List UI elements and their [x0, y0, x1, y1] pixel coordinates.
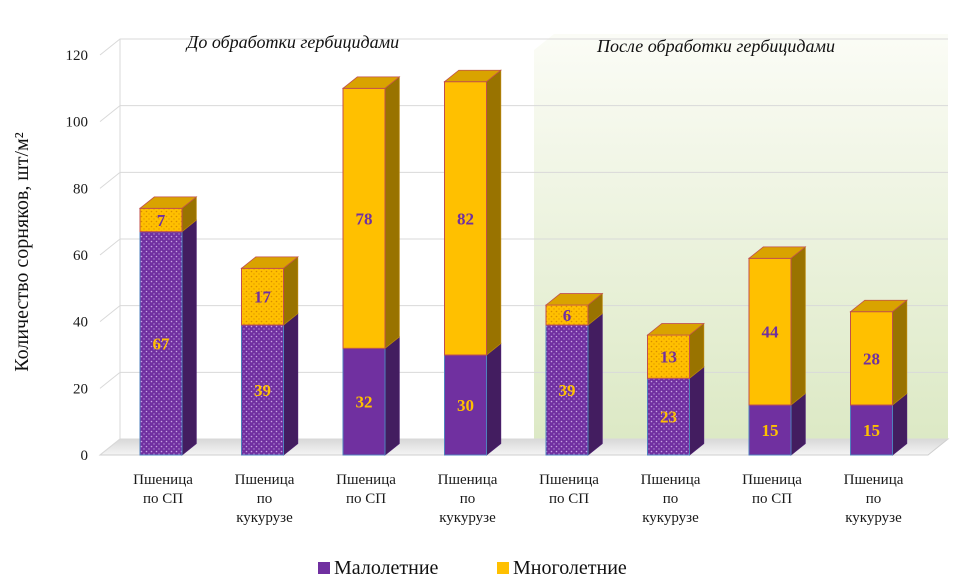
data-label: 23 [660, 408, 677, 427]
bar-segment-malolet-side [689, 366, 705, 456]
bar-segment-mnogolet-side [384, 76, 400, 350]
category-label-line: Пшеница [133, 472, 193, 488]
category-label-line: по [663, 491, 679, 507]
category-label-line: кукурузе [439, 510, 496, 526]
category-label: Пшеница по кукурузе [235, 472, 295, 526]
bar-top-face [544, 293, 604, 306]
bar-segment-malolet-side [587, 312, 603, 456]
bar-segment-mnogolet [444, 81, 487, 356]
y-tick-label: 20 [73, 381, 88, 397]
bar-stack [443, 69, 502, 456]
bar-stack [240, 256, 299, 456]
category-label-line: Пшеница [641, 472, 701, 488]
category-label: Пшеница по кукурузе [641, 472, 701, 526]
bar-stack [646, 322, 705, 456]
category-label: Пшеница по СП [133, 472, 193, 507]
category-label-line: по [866, 491, 882, 507]
y-tick-label: 100 [66, 115, 89, 131]
chart-floor [98, 438, 950, 456]
bar-top-face [443, 69, 502, 83]
category-label: Пшеница по СП [336, 472, 396, 507]
bar-stack [849, 299, 908, 456]
category-label-line: Пшеница [438, 472, 498, 488]
bar-top-face [341, 76, 401, 89]
legend: Малолетние Многолетние [318, 557, 627, 579]
data-label: 28 [863, 349, 880, 368]
bar-segment-mnogolet [748, 257, 792, 406]
data-label: 13 [660, 348, 677, 367]
bar-top-face [240, 256, 299, 269]
bar-top-face [849, 299, 908, 313]
y-tick-label: 60 [73, 248, 88, 264]
bar-stack [544, 292, 604, 456]
category-label-line: кукурузе [642, 510, 699, 526]
category-label: Пшеница по кукурузе [438, 472, 498, 526]
category-label-line: по [460, 491, 476, 507]
bar-segment-malolet [342, 347, 386, 456]
y-tick-label: 80 [73, 181, 88, 197]
data-label: 30 [457, 396, 474, 415]
data-label: 7 [157, 211, 166, 230]
bar-segment-malolet-side [181, 219, 197, 456]
category-label-line: по СП [752, 491, 792, 507]
category-label-line: по СП [346, 491, 386, 507]
bar-top-face [138, 196, 198, 209]
data-label: 32 [356, 393, 373, 412]
bar-segment-malolet [647, 377, 690, 456]
bar-segment-mnogolet [342, 87, 386, 349]
bar-top-face [646, 323, 705, 336]
bar-segment-malolet-side [384, 336, 400, 456]
category-label: Пшеница по кукурузе [844, 472, 904, 526]
data-label: 78 [356, 209, 373, 228]
bar-segment-malolet [850, 404, 893, 456]
bar-segment-mnogolet [241, 267, 284, 326]
category-label-line: кукурузе [236, 510, 293, 526]
bar-segment-malolet [545, 324, 589, 456]
panel-title-after: После обработки гербицидами [596, 36, 835, 56]
category-label-line: Пшеница [336, 472, 396, 488]
y-tick-label: 0 [81, 448, 89, 464]
data-label: 17 [254, 288, 272, 307]
data-label: 15 [863, 421, 880, 440]
bar-segment-malolet [444, 354, 487, 456]
bar-stack [138, 196, 198, 456]
data-label: 44 [762, 323, 780, 342]
after-treatment-panel-background [534, 34, 948, 455]
bar-segment-mnogolet-side [790, 246, 806, 406]
legend-label: Многолетние [513, 557, 627, 579]
data-label: 15 [762, 421, 779, 440]
category-label-line: Пшеница [235, 472, 295, 488]
category-label-line: кукурузе [845, 510, 902, 526]
category-label: Пшеница по СП [539, 472, 599, 507]
legend-swatch [318, 562, 330, 574]
legend-label: Малолетние [334, 557, 439, 579]
category-label-line: по СП [143, 491, 183, 507]
bar-segment-malolet-side [486, 342, 502, 456]
bar-segment-mnogolet-side [486, 69, 502, 356]
data-label: 6 [563, 306, 572, 325]
category-label-line: Пшеница [742, 472, 802, 488]
y-tick-label: 120 [66, 48, 89, 64]
bar-stack [341, 76, 401, 456]
bar-segment-malolet-side [283, 312, 299, 456]
bar-segment-mnogolet [850, 311, 893, 406]
category-label-line: Пшеница [844, 472, 904, 488]
category-label: Пшеница по СП [742, 472, 802, 507]
data-label: 82 [457, 209, 474, 228]
data-label: 39 [254, 381, 271, 400]
panel-title-before: До обработки гербицидами [185, 32, 399, 52]
bar-stack [747, 246, 807, 456]
data-label: 67 [153, 334, 171, 353]
category-label-line: по [257, 491, 273, 507]
category-label-line: Пшеница [539, 472, 599, 488]
bar-top-face [747, 246, 807, 259]
bar-segment-mnogolet-side [892, 299, 908, 406]
y-tick-label: 40 [73, 315, 88, 331]
legend-swatch [497, 562, 509, 574]
category-label-line: по СП [549, 491, 589, 507]
bar-segment-mnogolet [647, 334, 690, 379]
y-axis-label: Количество сорняков, шт/м² [11, 132, 33, 371]
data-label: 39 [559, 381, 576, 400]
